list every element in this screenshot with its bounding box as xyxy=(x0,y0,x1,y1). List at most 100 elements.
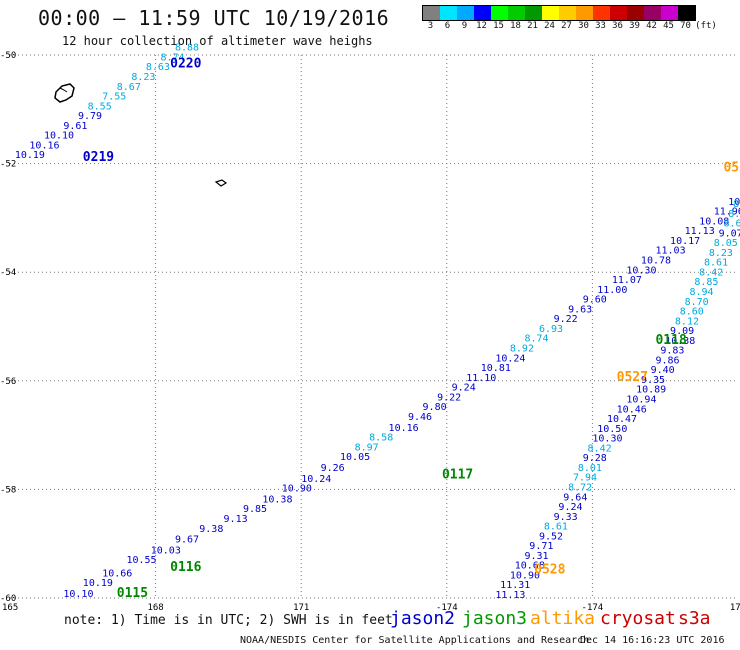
swh-value: 10.47 xyxy=(607,414,637,425)
island-outline xyxy=(214,179,228,187)
axis-ticks: 165 168 171 -174 -174 177 -50 -52 -54 -56 -58 -60 xyxy=(0,51,740,613)
y-tick-label: -58 xyxy=(0,485,16,495)
swh-value: 8.97 xyxy=(355,442,379,453)
x-tick-label: 168 xyxy=(147,603,163,613)
legend-label: 18 xyxy=(510,21,521,31)
legend-swatch xyxy=(457,6,474,20)
grid-lines xyxy=(10,54,738,599)
swh-value: 9.40 xyxy=(651,365,675,376)
color-legend-labels: 3 6 9 12 15 18 21 24 27 30 33 36 39 42 45 70 (ft) xyxy=(422,21,718,31)
swh-value: 9.63 xyxy=(568,304,592,315)
chart-subtitle: 12 hour collection of altimeter wave hei… xyxy=(62,34,373,48)
swh-value: 8.67 xyxy=(117,82,141,93)
legend-label: 12 xyxy=(476,21,487,31)
swh-value: 8.27 xyxy=(733,199,740,210)
swh-value: 10.55 xyxy=(126,555,156,566)
legend-swatch xyxy=(644,6,661,20)
x-tick-label: 171 xyxy=(293,603,309,613)
swh-value: 11.07 xyxy=(612,275,642,286)
swh-value: 9.22 xyxy=(437,392,461,403)
swh-value: 11.00 xyxy=(597,285,627,296)
pass-time-labels: 0220 0219 052 0118 0527 0117 0528 0116 0115 xyxy=(83,56,740,600)
swh-value: 8.74 xyxy=(160,52,184,63)
swh-value: 11.31 xyxy=(500,580,530,591)
swh-value: 8.05 xyxy=(728,209,740,220)
swh-value: 10.19 xyxy=(15,150,45,161)
x-tick-label: 165 xyxy=(2,603,18,613)
legend-label: 70 xyxy=(680,21,691,31)
pass-time-label: 0220 xyxy=(170,56,201,71)
swh-value: 10.50 xyxy=(597,424,627,435)
swh-value: 8.94 xyxy=(689,287,713,298)
legend-label: 15 xyxy=(493,21,504,31)
pass-time-label: 0115 xyxy=(117,586,148,601)
swh-value: 8.74 xyxy=(524,334,548,345)
chart-title: 00:00 – 11:59 UTC 10/19/2016 xyxy=(38,6,390,30)
swh-value: 8.63 xyxy=(146,62,170,73)
swh-value: 10.68 xyxy=(515,561,545,572)
legend-swatch xyxy=(627,6,644,20)
legend-label: 33 xyxy=(595,21,606,31)
swh-value: 9.09 xyxy=(670,326,694,337)
legend-label: 21 xyxy=(527,21,538,31)
legend-swatch xyxy=(559,6,576,20)
swh-value: 8.60 xyxy=(680,307,704,318)
swh-value: 9.80 xyxy=(423,402,447,413)
swh-value: 11.13 xyxy=(685,226,715,237)
y-tick-label: -60 xyxy=(0,594,16,604)
swh-value: 9.28 xyxy=(583,453,607,464)
legend-swatch xyxy=(474,6,491,20)
series-track: 11.1311.3110.9010.689.319.719.528.619.33… xyxy=(495,199,740,601)
legend-swatch xyxy=(593,6,610,20)
swh-value: 6.93 xyxy=(539,324,563,335)
swh-value: 8.72 xyxy=(568,482,592,493)
swh-value: 10.16 xyxy=(29,140,59,151)
legend-swatch xyxy=(661,6,678,20)
swh-value: 10.19 xyxy=(83,578,113,589)
swh-value: 8.23 xyxy=(131,72,155,83)
y-tick-label: -56 xyxy=(0,377,16,387)
swh-value: 9.83 xyxy=(660,346,684,357)
swh-value: 11.03 xyxy=(655,246,685,257)
swh-value: 8.42 xyxy=(588,443,612,454)
swh-value: 10.38 xyxy=(262,494,292,505)
legend-jason3: jason3 xyxy=(462,608,528,629)
legend-label: 27 xyxy=(561,21,572,31)
swh-values: 10.1910.1610.109.619.798.557.558.678.238… xyxy=(15,43,740,601)
swh-value: 8.23 xyxy=(709,248,733,259)
swh-value: 10.30 xyxy=(626,265,656,276)
swh-value: 10.10 xyxy=(63,589,93,600)
swh-value: 8.12 xyxy=(675,316,699,327)
swh-value: 9.33 xyxy=(554,512,578,523)
legend-swatch xyxy=(610,6,627,20)
legend-swatch xyxy=(525,6,542,20)
swh-value: 10.05 xyxy=(340,452,370,463)
swh-value: 7.94 xyxy=(573,473,597,484)
pass-time-label: 0118 xyxy=(655,333,686,348)
legend-s3a: s3a xyxy=(678,608,711,629)
swh-value: 9.35 xyxy=(641,375,665,386)
swh-value: 9.64 xyxy=(563,492,587,503)
swh-value: 9.79 xyxy=(78,111,102,122)
swh-value: 10.24 xyxy=(301,474,331,485)
legend-swatch xyxy=(508,6,525,20)
x-tick-label: -174 xyxy=(436,603,458,613)
swh-value: 8.88 xyxy=(175,43,199,54)
legend-label: 24 xyxy=(544,21,555,31)
swh-value: 11.96 xyxy=(714,207,740,218)
swh-value: 8.85 xyxy=(694,277,718,288)
swh-value: 10.17 xyxy=(670,236,700,247)
color-legend xyxy=(422,5,696,21)
legend-label: 39 xyxy=(629,21,640,31)
y-tick-label: -50 xyxy=(0,51,16,61)
legend-swatch xyxy=(542,6,559,20)
swh-value: 10.78 xyxy=(641,256,671,267)
swh-value: 9.38 xyxy=(199,524,223,535)
swh-value: 10.38 xyxy=(665,336,695,347)
pass-time-label: 0117 xyxy=(442,468,473,483)
swh-value: 10.89 xyxy=(636,385,666,396)
legend-swatch xyxy=(491,6,508,20)
swh-value: 10.30 xyxy=(592,434,622,445)
swh-value: 10.24 xyxy=(495,353,525,364)
swh-value: 8.42 xyxy=(699,267,723,278)
